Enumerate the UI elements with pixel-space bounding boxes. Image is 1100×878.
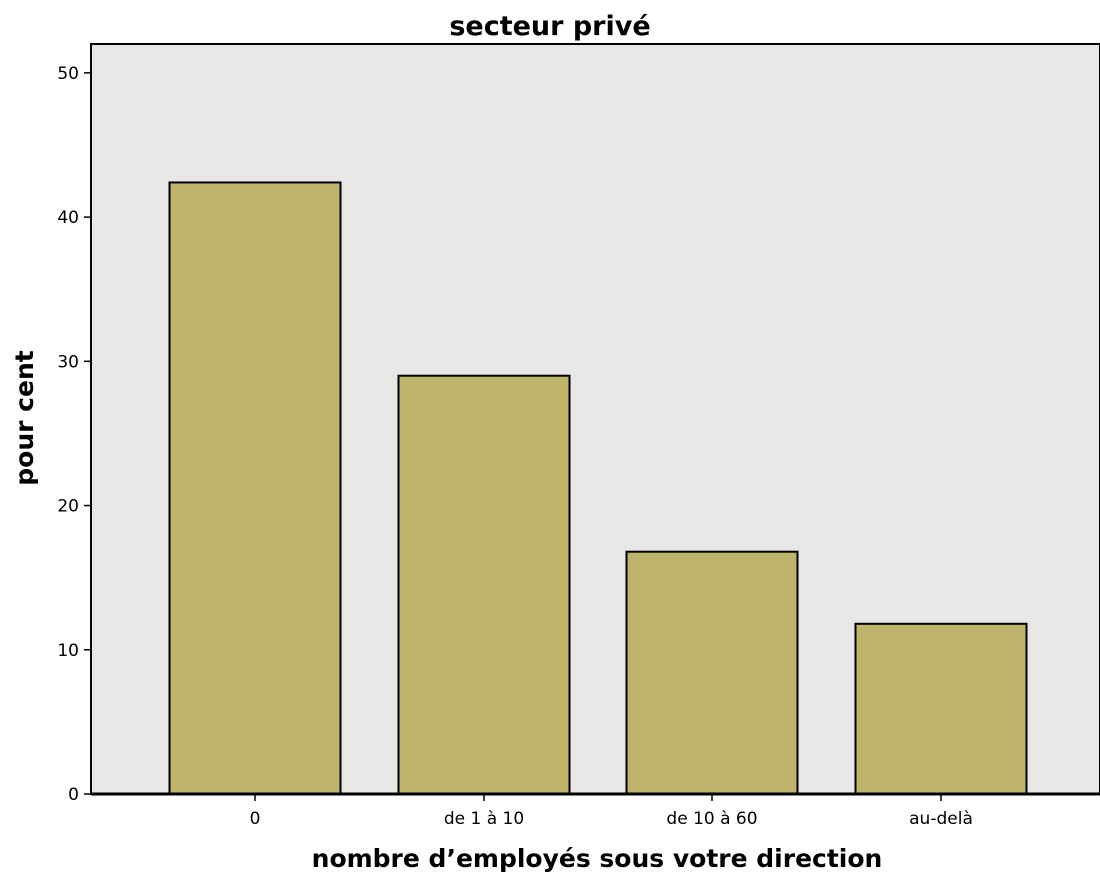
y-tick-label-0: 0	[68, 785, 79, 805]
bar-2	[625, 550, 799, 796]
x-tick-label-1: de 1 à 10	[444, 809, 524, 829]
y-tick-label-3: 30	[57, 352, 79, 372]
y-tick-label-4: 40	[57, 208, 79, 228]
x-tick-label-0: 0	[250, 809, 261, 829]
chart-title: secteur privé	[449, 11, 650, 42]
y-axis-label: pour cent	[10, 350, 39, 485]
x-axis-ticks: 0 de 1 à 10 de 10 à 60 au-delà	[250, 794, 973, 829]
bar-0	[168, 181, 342, 795]
bar-1	[397, 374, 571, 795]
bar-3	[854, 622, 1028, 795]
x-axis-label: nombre d’employés sous votre direction	[312, 844, 883, 873]
y-tick-label-2: 20	[57, 497, 79, 517]
x-tick-label-2: de 10 à 60	[666, 809, 757, 829]
x-tick-label-3: au-delà	[909, 809, 973, 829]
y-tick-label-5: 50	[57, 64, 79, 84]
y-tick-label-1: 10	[57, 641, 79, 661]
y-axis-ticks: 0 10 20 30 40 50	[57, 64, 91, 805]
